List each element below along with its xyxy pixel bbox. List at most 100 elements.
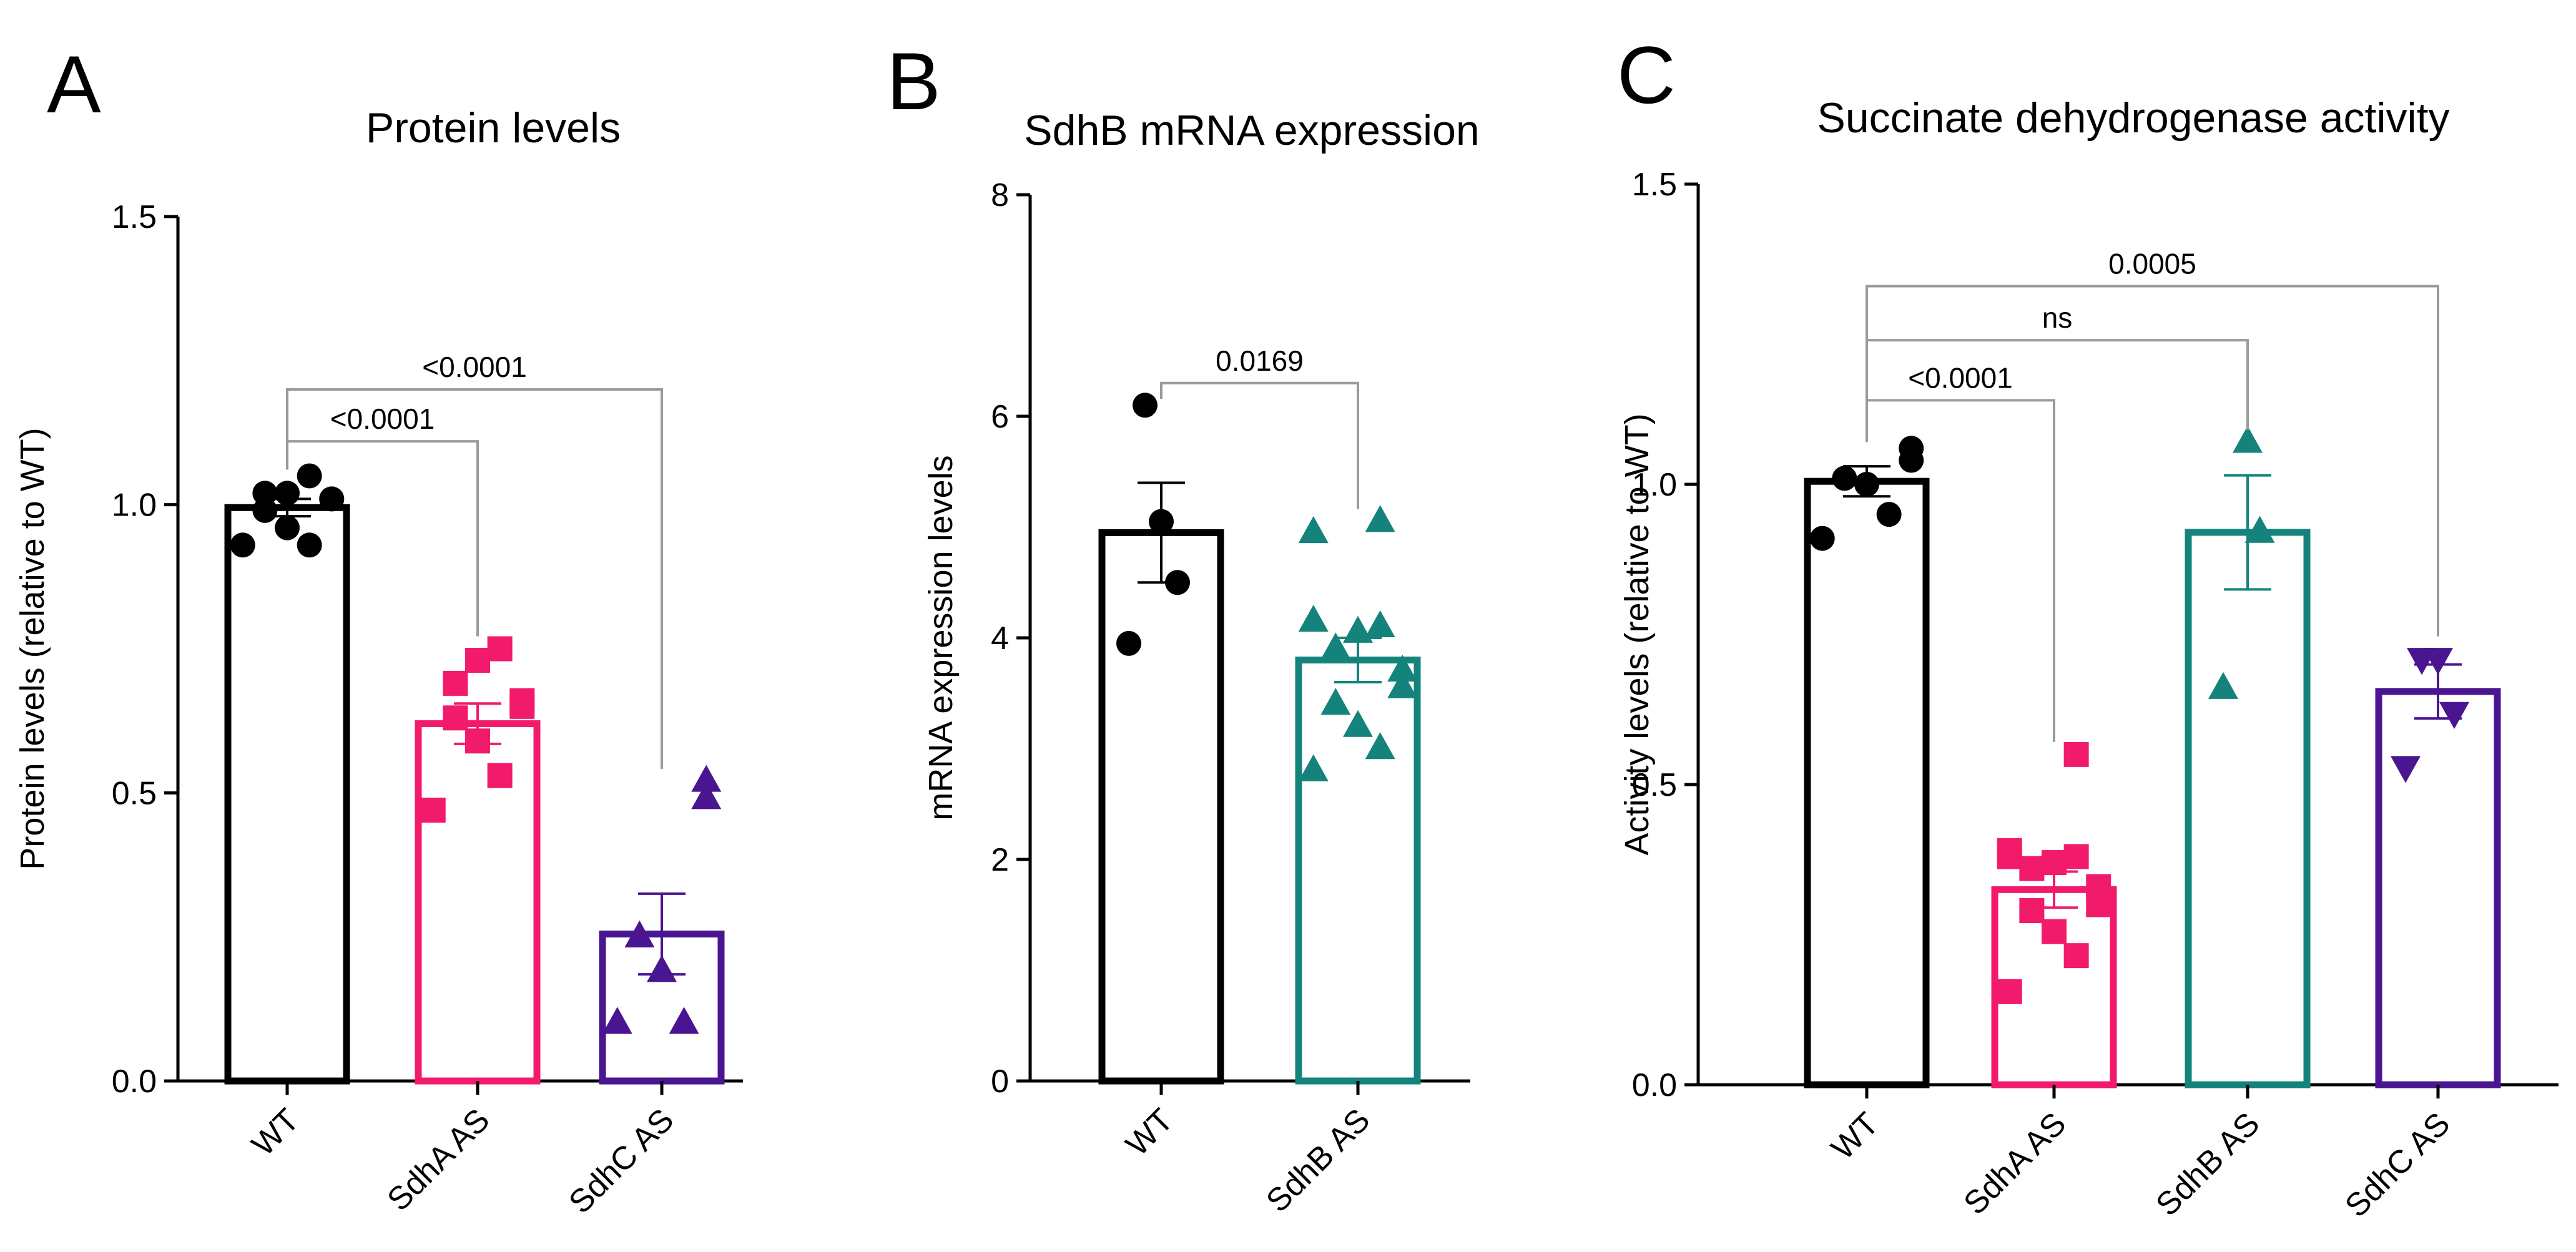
data-point [252,481,278,506]
bar-wt [224,504,350,1085]
data-point [1133,393,1158,418]
data-point [1320,632,1351,660]
y-tick-label: 1.0 [112,487,157,524]
data-point [509,688,535,713]
data-point [487,763,513,788]
data-point [624,920,655,947]
data-point [1387,671,1418,698]
p-value-label: <0.0001 [422,351,527,383]
x-category-label: WT [1824,1105,1885,1166]
panel-title: Succinate dehydrogenase activity [1817,94,2449,142]
data-point [443,670,468,696]
data-point [1387,654,1418,682]
data-point [1876,502,1902,527]
data-point [691,765,722,792]
x-category-label: WT [245,1102,306,1163]
data-point [1854,472,1879,497]
x-category-label: SdhB AS [1259,1102,1377,1219]
y-tick-label: 1.5 [1632,167,1677,203]
data-point [2042,919,2067,944]
data-point [1343,710,1373,737]
y-tick-label: 0 [991,1064,1009,1100]
data-point [1343,615,1373,643]
y-tick-label: 6 [991,399,1009,435]
data-point [691,782,722,809]
panel-letter: A [47,39,101,130]
y-tick-label: 0.5 [112,775,157,811]
y-tick-label: 4 [991,620,1009,657]
data-point [1365,610,1395,638]
p-value-label: ns [2042,301,2073,334]
data-point [1899,436,1924,461]
data-point [252,497,278,523]
data-point [602,1007,632,1034]
data-point [2019,856,2045,881]
y-axis-label: Activity levels (relative to WT) [1618,413,1656,855]
y-tick-label: 8 [991,177,1009,213]
y-tick-label: 1.5 [112,199,157,235]
bar-wt [1804,477,1930,1088]
data-point [2208,672,2238,699]
data-point [2063,943,2089,969]
p-value-label: 0.0005 [2108,248,2196,280]
data-point [2391,756,2421,783]
data-point [2407,648,2437,675]
data-point [1298,604,1329,632]
bar-wt [1098,529,1224,1085]
x-category-label: SdhC AS [562,1102,681,1220]
data-point [2042,850,2067,876]
x-category-label: SdhC AS [2338,1105,2457,1224]
data-point [2063,844,2089,869]
panel-a: A Protein levels 0.0 0.5 1.0 1.5 Protein level… [14,39,743,1221]
significance-bracket [1866,399,2055,742]
data-point [319,486,345,512]
y-tick-label: 0.0 [112,1064,157,1100]
data-point [1365,505,1395,532]
data-point [420,798,446,823]
data-point [2063,741,2089,767]
data-point [2233,426,2263,453]
data-point [1149,509,1174,534]
bar-sdha-as [415,720,541,1085]
panel-title: SdhB mRNA expression [1024,107,1479,154]
y-axis-label: Protein levels (relative to WT) [14,428,51,869]
y-tick-label: 1.0 [1632,467,1677,503]
y-axis-label: mRNA expression levels [922,455,960,820]
significance-bracket [1160,381,1359,509]
y-tick-label: 0.5 [1632,767,1677,803]
data-point [669,1007,699,1034]
panel-c: C Succinate dehydrogenase activity 0.0 0.5 1… [1617,29,2559,1225]
data-point [1116,630,1141,656]
data-point [465,647,490,673]
data-point [443,705,468,731]
x-category-label: WT [1119,1102,1180,1163]
p-value-label: <0.0001 [330,403,435,435]
data-point [297,532,322,558]
panel-letter: B [887,36,941,127]
p-value-label: <0.0001 [1908,361,2013,394]
x-category-label: SdhB AS [2149,1105,2266,1223]
y-tick-label: 0.0 [1632,1067,1677,1103]
data-point [647,955,677,982]
data-point [1809,526,1835,551]
panel-title: Protein levels [366,104,621,152]
panel-letter: C [1617,29,1676,120]
bar-sdhb-as [2185,529,2311,1088]
data-point [1320,688,1351,715]
data-point [465,728,490,754]
data-point [230,532,255,558]
data-point [2019,898,2045,924]
panel-b: B SdhB mRNA expression 0 2 4 6 8 mRNA expressio… [887,36,1480,1220]
data-point [275,515,300,540]
data-point [1298,516,1329,544]
data-point [1365,732,1395,760]
data-point [1298,754,1329,781]
data-point [2086,874,2111,899]
data-point [2439,702,2469,729]
p-value-label: 0.0169 [1216,345,1304,377]
data-point [1997,838,2022,863]
bar-sdhc-as [2375,688,2501,1088]
data-point [487,636,513,662]
x-category-label: SdhA AS [1957,1105,2073,1221]
